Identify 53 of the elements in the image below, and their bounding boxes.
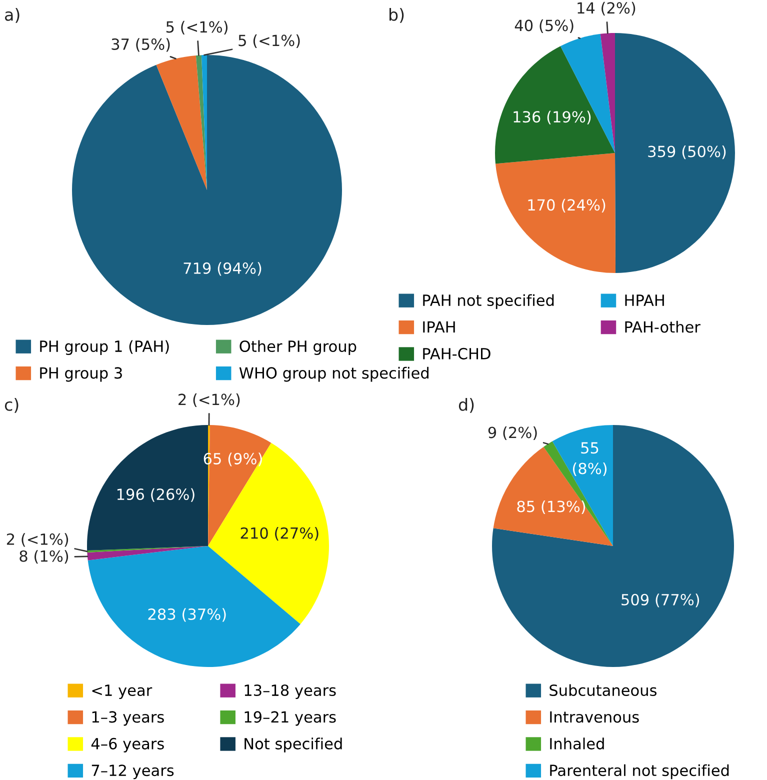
legend-label: HPAH <box>625 294 664 306</box>
legend-label: PAH not specified <box>423 294 554 309</box>
data-label: 5 (<1%) <box>238 34 300 48</box>
pie-slice <box>156 55 207 190</box>
legend-label: <1 year <box>92 684 152 699</box>
data-label: 2 (<1%) <box>6 533 68 547</box>
legend-label: PAH-CHD <box>423 348 490 360</box>
legend-label: Intravenous <box>550 711 639 723</box>
pie-slice <box>544 441 613 546</box>
data-label: 14 (2%) <box>578 2 636 16</box>
legend-label: 1–3 years <box>92 711 164 726</box>
legend-label: Inhaled <box>550 738 604 750</box>
pie-slice <box>196 55 207 190</box>
data-label: 85 (13%) <box>517 500 586 514</box>
legend-label: 19–21 years <box>244 711 336 726</box>
data-label: 40 (5%) <box>514 19 574 34</box>
legend-label: Other PH group <box>240 340 356 355</box>
chart-title: b) <box>390 8 404 23</box>
data-label: 196 (26%) <box>117 488 194 502</box>
legend-label: 13–18 years <box>244 684 336 699</box>
data-label: 2 (<1%) <box>178 393 240 408</box>
pie-slice <box>72 55 342 325</box>
data-label: 359 (50%) <box>648 145 726 160</box>
data-label: 9 (2%) <box>488 426 537 440</box>
chart-title: c) <box>4 398 18 413</box>
data-label: 37 (5%) <box>112 38 170 52</box>
legend-label: IPAH <box>423 321 455 333</box>
legend-label: 4–6 years <box>91 738 164 752</box>
data-label: 136 (19%) <box>514 110 591 124</box>
legend-label: Not specified <box>244 738 342 752</box>
data-label: 283 (37%) <box>148 608 226 622</box>
legend-label: PAH-other <box>625 320 700 333</box>
pie-slice <box>88 546 300 667</box>
data-label: 210 (27%) <box>240 527 318 541</box>
pie-slice <box>600 33 615 153</box>
pie-slice <box>615 33 735 273</box>
data-label: 8 (1%) <box>20 550 68 564</box>
legend-label: Subcutaneous <box>550 684 657 696</box>
chart-title: a) <box>5 8 20 23</box>
data-label: 170 (24%) <box>528 198 606 212</box>
pie-slice <box>495 153 616 273</box>
data-label: 719 (94%) <box>184 262 262 276</box>
legend-label: PH group 1 (PAH) <box>40 340 169 355</box>
legend-label: Parenteral not specified <box>550 764 729 780</box>
legend-label: 7–12 years <box>92 764 174 780</box>
legend-label: WHO group not specified <box>239 366 428 382</box>
data-label: 55 (8%) <box>572 442 607 476</box>
pie-slice <box>87 546 208 560</box>
data-label: 5 (<1%) <box>166 20 228 35</box>
chart-title: d) <box>458 398 474 413</box>
legend-label: PH group 3 <box>40 367 122 382</box>
pie-slice <box>495 46 615 164</box>
data-label: 509 (77%) <box>622 594 700 608</box>
